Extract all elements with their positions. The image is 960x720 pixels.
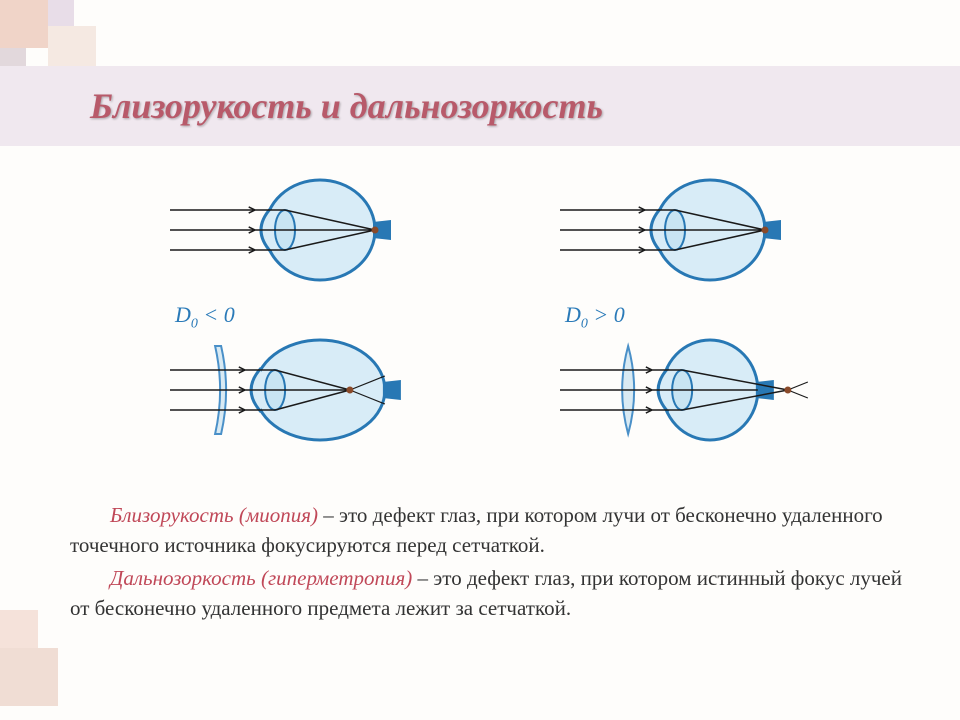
eye-hyper xyxy=(560,330,860,450)
page-title: Близорукость и дальнозоркость xyxy=(90,85,603,127)
formula-hyper: D0 > 0 xyxy=(565,302,625,332)
definition-hyper: Дальнозоркость (гиперметропия) – это деф… xyxy=(70,563,910,624)
term-myopia: Близорукость (миопия) xyxy=(110,503,318,527)
term-hyper: Дальнозоркость (гиперметропия) xyxy=(110,566,412,590)
title-bar: Близорукость и дальнозоркость xyxy=(0,66,960,146)
definition-block: Близорукость (миопия) – это дефект глаз,… xyxy=(70,500,910,626)
eye-myopia xyxy=(170,330,470,450)
diagram-area: D0 < 0 D0 > 0 xyxy=(0,160,960,480)
eye-normal-right xyxy=(560,170,860,290)
eye-normal-left xyxy=(170,170,470,290)
formula-myopia: D0 < 0 xyxy=(175,302,235,332)
definition-myopia: Близорукость (миопия) – это дефект глаз,… xyxy=(70,500,910,561)
